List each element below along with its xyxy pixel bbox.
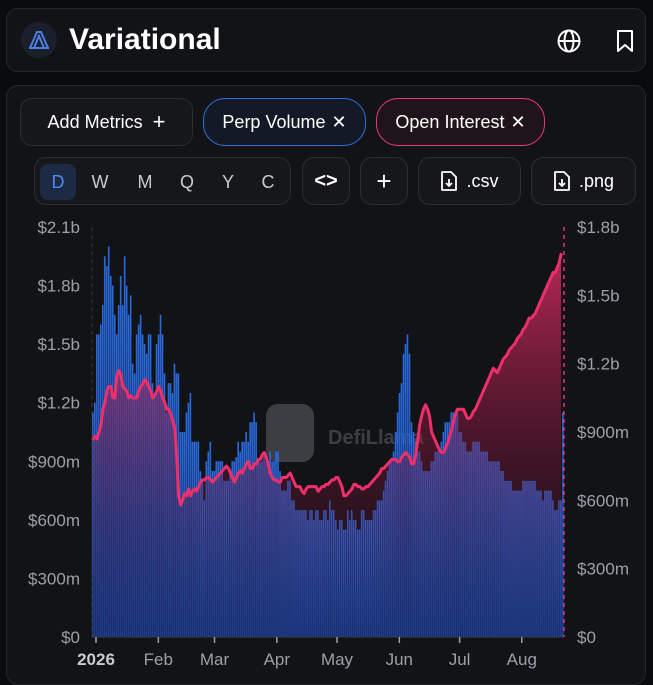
period-option-d[interactable]: D xyxy=(40,164,76,200)
close-icon[interactable]: ✕ xyxy=(331,111,347,132)
period-option-q[interactable]: Q xyxy=(179,171,194,192)
open-interest-label: Open Interest xyxy=(395,111,505,132)
bookmark-icon[interactable] xyxy=(612,28,638,54)
download-png-button[interactable]: .png xyxy=(531,157,636,205)
perp-volume-pill[interactable]: Perp Volume ✕ xyxy=(203,98,366,146)
period-option-c[interactable]: C xyxy=(261,171,275,192)
perp-volume-label: Perp Volume xyxy=(222,111,326,132)
period-option-w[interactable]: W xyxy=(91,171,109,192)
file-download-icon xyxy=(554,171,570,191)
download-csv-button[interactable]: .csv xyxy=(418,157,521,205)
code-icon: <> xyxy=(314,169,338,192)
variational-logo-icon xyxy=(21,22,57,58)
period-selector: D W M Q Y C xyxy=(34,157,291,205)
period-option-y[interactable]: Y xyxy=(221,171,234,192)
png-label: .png xyxy=(578,170,615,191)
page-title: Variational xyxy=(69,23,221,56)
file-download-icon xyxy=(441,171,458,191)
header-card: Variational xyxy=(6,8,646,72)
plus-icon: + xyxy=(376,165,392,196)
close-icon[interactable]: ✕ xyxy=(510,111,526,132)
open-interest-pill[interactable]: Open Interest ✕ xyxy=(376,98,545,146)
embed-button[interactable]: <> xyxy=(302,157,350,205)
add-chart-button[interactable]: + xyxy=(360,157,408,205)
plus-icon: + xyxy=(152,109,166,134)
csv-label: .csv xyxy=(466,170,499,191)
add-metrics-label: Add Metrics xyxy=(47,111,143,132)
globe-icon[interactable] xyxy=(556,28,582,54)
add-metrics-button[interactable]: Add Metrics + xyxy=(20,98,193,146)
period-option-m[interactable]: M xyxy=(137,171,153,192)
